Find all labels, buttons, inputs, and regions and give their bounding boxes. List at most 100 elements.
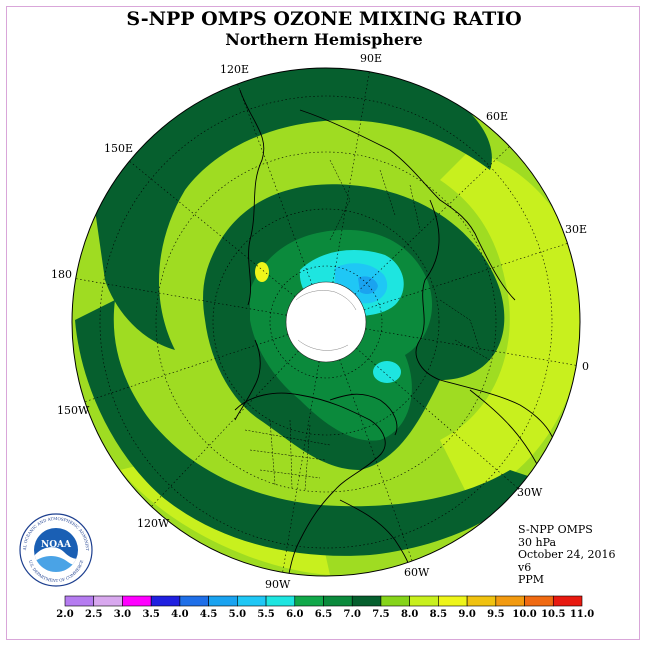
color-scale-tick: 10.0 bbox=[512, 609, 536, 620]
map-title: S-NPP OMPS OZONE MIXING RATIO bbox=[126, 8, 522, 30]
coast-alaska bbox=[234, 339, 261, 421]
lon-label-180: 180 bbox=[51, 268, 72, 281]
meta-instrument: S-NPP OMPS bbox=[518, 523, 593, 536]
color-scale-tick: 7.5 bbox=[372, 609, 389, 620]
color-scale-tick: 2.5 bbox=[85, 609, 102, 620]
meridian-150w bbox=[74, 321, 327, 406]
lon-label-150e: 150E bbox=[104, 142, 134, 155]
coast-asia-east bbox=[239, 89, 265, 306]
political-boundaries bbox=[244, 159, 491, 491]
lon-label-90e: 90E bbox=[360, 52, 383, 65]
color-scale-swatch bbox=[438, 595, 468, 607]
color-scale-tick: 11.0 bbox=[570, 609, 594, 620]
color-scale-tick: 3.5 bbox=[142, 609, 159, 620]
polar-cap-details bbox=[295, 290, 357, 351]
coast-north-america bbox=[234, 392, 386, 576]
europe-borders bbox=[439, 299, 491, 361]
meridian-150e bbox=[127, 159, 327, 323]
color-scale-tick: 7.0 bbox=[344, 609, 361, 620]
color-scale-swatch bbox=[64, 595, 95, 607]
latitude-circle-20 bbox=[99, 95, 553, 549]
coast-greenland bbox=[329, 393, 398, 436]
color-scale-swatch bbox=[265, 595, 296, 607]
color-scale-swatch bbox=[552, 595, 583, 607]
field-band-outer-north bbox=[95, 68, 492, 350]
meridian-0 bbox=[325, 321, 580, 367]
color-scale-swatch bbox=[466, 595, 497, 607]
map-metadata: S-NPP OMPS 30 hPa October 24, 2016 v6 PP… bbox=[518, 523, 616, 587]
color-scale-swatch bbox=[122, 595, 152, 607]
color-scale-tick: 5.0 bbox=[229, 609, 246, 620]
page-frame bbox=[6, 6, 640, 640]
color-scale-tick: 6.5 bbox=[315, 609, 332, 620]
meridian-30w bbox=[325, 321, 521, 491]
noaa-logo: NOAA NATIONAL OCEANIC AND ATMOSPHERIC AD… bbox=[16, 510, 93, 587]
color-scale-tick: 2.0 bbox=[56, 609, 73, 620]
color-scale-swatch bbox=[409, 595, 439, 607]
field-low-core-blue bbox=[358, 276, 378, 294]
coast-europe bbox=[415, 199, 557, 461]
color-scale-swatch bbox=[495, 595, 525, 607]
meta-date: October 24, 2016 bbox=[518, 548, 616, 561]
color-scale-swatch bbox=[524, 595, 554, 607]
field-secondary-low bbox=[373, 361, 401, 383]
color-scale-tick: 8.5 bbox=[430, 609, 447, 620]
meridian-180 bbox=[72, 277, 327, 323]
lon-label-90w: 90W bbox=[265, 578, 291, 591]
polar-cap-coast-b bbox=[297, 339, 349, 351]
asia-borders bbox=[329, 159, 421, 241]
meridian-90w bbox=[281, 321, 327, 576]
lon-label-30w: 30W bbox=[517, 486, 543, 499]
color-scale-tick: 8.0 bbox=[401, 609, 418, 620]
lon-label-60e: 60E bbox=[486, 110, 509, 123]
field-high-patch bbox=[255, 262, 269, 282]
meridian-60e bbox=[325, 145, 511, 323]
color-scale-swatch bbox=[294, 595, 324, 607]
us-state-lines bbox=[244, 419, 331, 491]
lon-label-30e: 30E bbox=[565, 223, 588, 236]
map-boundary bbox=[71, 67, 581, 577]
lon-label-60w: 60W bbox=[404, 566, 430, 579]
color-scale-tick: 6.0 bbox=[286, 609, 303, 620]
latitude-circle-60 bbox=[212, 208, 440, 436]
color-scale-tick: 3.0 bbox=[114, 609, 131, 620]
map-subtitle: Northern Hemisphere bbox=[225, 30, 423, 49]
color-scale-tick: 10.5 bbox=[541, 609, 565, 620]
field-patch-bright-east bbox=[440, 150, 580, 500]
lon-label-120w: 120W bbox=[137, 517, 170, 530]
coastlines bbox=[234, 89, 557, 576]
color-scale: 2.0 2.5 3.0 3.5 4.0 4.5 5.0 5.5 6.0 6.5 7.0 7.5 8.0 8… bbox=[56, 595, 594, 620]
color-scale-swatch bbox=[323, 595, 353, 607]
meta-units: PPM bbox=[518, 573, 545, 586]
meta-level: 30 hPa bbox=[518, 535, 557, 549]
meridian-60w bbox=[325, 321, 415, 567]
lon-label-0: 0 bbox=[582, 360, 589, 373]
logo-text: NOAA bbox=[41, 540, 72, 550]
meridian-120e bbox=[235, 79, 327, 323]
color-scale-tick: 9.0 bbox=[458, 609, 475, 620]
meta-version: v6 bbox=[518, 560, 532, 574]
meridian-30e bbox=[325, 239, 579, 323]
latitude-circle-40 bbox=[155, 151, 497, 493]
color-scale-swatch bbox=[179, 595, 209, 607]
color-scale-swatch bbox=[93, 595, 123, 607]
color-scale-tick: 4.5 bbox=[200, 609, 217, 620]
latitude-circle-80 bbox=[269, 265, 383, 379]
color-scale-swatch bbox=[150, 595, 181, 607]
color-scale-swatch bbox=[380, 595, 410, 607]
color-scale-tick: 4.0 bbox=[171, 609, 188, 620]
polar-no-data-cap bbox=[285, 281, 367, 363]
color-scale-tick: 5.5 bbox=[257, 609, 274, 620]
graticule bbox=[72, 68, 580, 576]
field-band-outer-south bbox=[75, 300, 540, 556]
polar-cap-coast-a bbox=[295, 290, 357, 311]
meridian-90e bbox=[325, 68, 371, 323]
color-scale-swatch bbox=[351, 595, 382, 607]
color-scale-swatch bbox=[237, 595, 267, 607]
color-scale-swatch bbox=[208, 595, 238, 607]
color-scale-tick: 9.5 bbox=[487, 609, 504, 620]
lon-label-150w: 150W bbox=[57, 404, 90, 417]
coast-eurasia-north bbox=[299, 109, 516, 301]
